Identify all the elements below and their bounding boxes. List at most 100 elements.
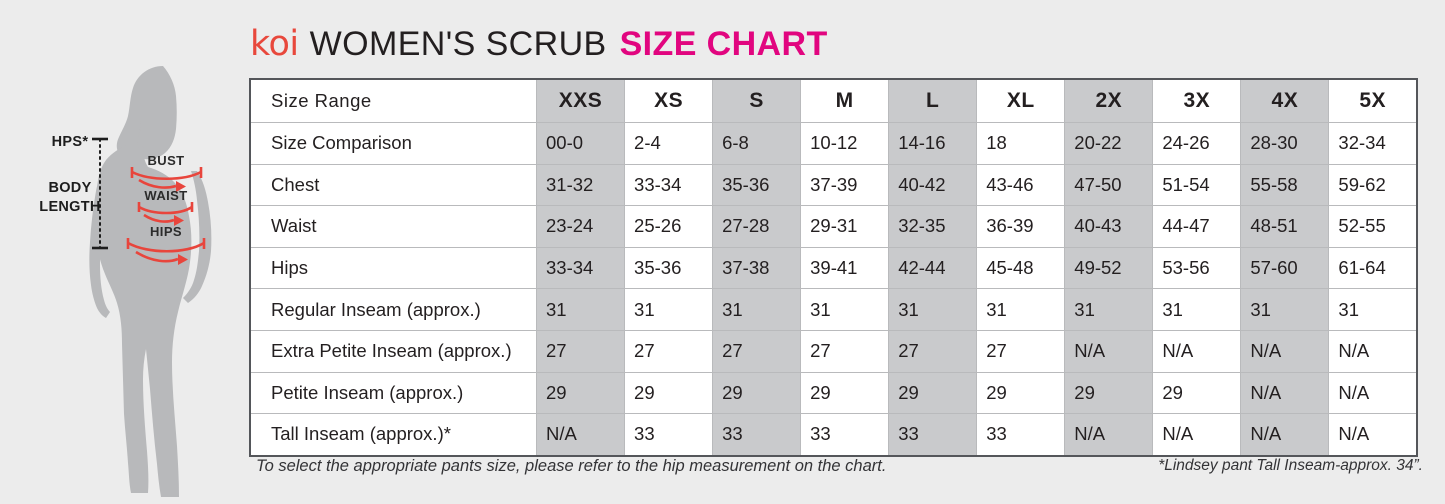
- title-accent-text: SIZE CHART: [619, 25, 828, 63]
- table-cell: 39-41: [800, 246, 890, 290]
- table-cell: 29: [624, 371, 714, 415]
- table-cell: N/A: [1240, 413, 1330, 457]
- table-cell: N/A: [1064, 413, 1154, 457]
- row-label: Regular Inseam (approx.): [249, 288, 537, 331]
- table-cell: N/A: [1152, 413, 1242, 457]
- brand-logo-text: koi: [250, 24, 299, 64]
- table-row: Chest 31-32 33-34 35-36 37-39 40-42 43-46 47-50…: [249, 163, 1418, 207]
- table-cell: 31: [1064, 288, 1154, 331]
- table-cell: 61-64: [1328, 246, 1418, 290]
- table-cell: 18: [976, 122, 1066, 165]
- row-label: Chest: [249, 163, 537, 207]
- table-cell: 33-34: [624, 163, 714, 207]
- table-cell: N/A: [1064, 329, 1154, 373]
- column-header-m: M: [800, 78, 890, 123]
- table-cell: 6-8: [712, 122, 802, 165]
- table-row: Regular Inseam (approx.) 31 31 31 31 31 31 31 31…: [249, 288, 1418, 331]
- table-cell: 31: [1240, 288, 1330, 331]
- table-cell: 40-42: [888, 163, 978, 207]
- table-cell: 33: [800, 413, 890, 457]
- table-cell: 27: [624, 329, 714, 373]
- table-cell: 29: [535, 371, 626, 415]
- table-cell: 36-39: [976, 205, 1066, 248]
- table-cell: N/A: [1328, 371, 1418, 415]
- table-cell: N/A: [1328, 329, 1418, 373]
- body-length-label-line2: LENGTH: [39, 199, 100, 215]
- table-cell: 23-24: [535, 205, 626, 248]
- female-silhouette-icon: [89, 66, 212, 497]
- table-cell: 33: [624, 413, 714, 457]
- row-label: Waist: [249, 205, 537, 248]
- column-header-xxs: XXS: [535, 78, 626, 123]
- hips-label: HIPS: [150, 224, 182, 239]
- row-label: Extra Petite Inseam (approx.): [249, 329, 537, 373]
- table-cell: 25-26: [624, 205, 714, 248]
- table-cell: 31: [1152, 288, 1242, 331]
- table-cell: 31: [888, 288, 978, 331]
- table-cell: 31: [800, 288, 890, 331]
- table-cell: 29: [800, 371, 890, 415]
- table-cell: N/A: [1240, 329, 1330, 373]
- table-cell: N/A: [1240, 371, 1330, 415]
- table-cell: 37-39: [800, 163, 890, 207]
- table-cell: 35-36: [624, 246, 714, 290]
- size-chart-table: Size Range XXS XS S M L XL 2X 3X 4X 5X Size Compa…: [249, 78, 1418, 457]
- table-row: Size Comparison 00-0 2-4 6-8 10-12 14-16 18 20-…: [249, 122, 1418, 165]
- hps-label: HPS*: [52, 134, 89, 150]
- table-cell: 24-26: [1152, 122, 1242, 165]
- table-cell: 27: [888, 329, 978, 373]
- waist-label: WAIST: [144, 188, 187, 203]
- table-cell: 27: [712, 329, 802, 373]
- table-cell: 27-28: [712, 205, 802, 248]
- column-header-size-range: Size Range: [249, 78, 537, 123]
- table-row: Tall Inseam (approx.)* N/A 33 33 33 33 33 N/A N/…: [249, 413, 1418, 457]
- table-cell: 49-52: [1064, 246, 1154, 290]
- table-cell: 27: [976, 329, 1066, 373]
- table-cell: 51-54: [1152, 163, 1242, 207]
- page-title: koi WOMEN'S SCRUB SIZE CHART: [250, 24, 828, 68]
- column-header-5x: 5X: [1328, 78, 1418, 123]
- column-header-xs: XS: [624, 78, 714, 123]
- table-cell: 53-56: [1152, 246, 1242, 290]
- row-label: Size Comparison: [249, 122, 537, 165]
- table-cell: 48-51: [1240, 205, 1330, 248]
- table-cell: 43-46: [976, 163, 1066, 207]
- table-cell: 20-22: [1064, 122, 1154, 165]
- table-cell: 29: [1152, 371, 1242, 415]
- hips-measure-arrow: [127, 241, 205, 253]
- table-cell: 55-58: [1240, 163, 1330, 207]
- table-cell: 31: [1328, 288, 1418, 331]
- table-cell: 00-0: [535, 122, 626, 165]
- body-length-label-line1: BODY: [48, 180, 91, 196]
- table-cell: 40-43: [1064, 205, 1154, 248]
- table-body: Size Comparison 00-0 2-4 6-8 10-12 14-16 18 20-…: [249, 122, 1418, 457]
- table-cell: 47-50: [1064, 163, 1154, 207]
- table-cell: 29: [976, 371, 1066, 415]
- table-cell: 27: [800, 329, 890, 373]
- table-cell: 31: [976, 288, 1066, 331]
- table-row: Petite Inseam (approx.) 29 29 29 29 29 29 29 29 N…: [249, 371, 1418, 415]
- column-header-3x: 3X: [1152, 78, 1242, 123]
- row-label: Petite Inseam (approx.): [249, 371, 537, 415]
- table-cell: 29: [712, 371, 802, 415]
- table-cell: 33: [888, 413, 978, 457]
- table-cell: 29: [1064, 371, 1154, 415]
- waist-arrowhead-icon: [174, 215, 184, 226]
- hips-measure-arrow-inner: [135, 250, 179, 263]
- table-row: Hips 33-34 35-36 37-38 39-41 42-44 45-48 49-52 5…: [249, 246, 1418, 290]
- table-cell: N/A: [535, 413, 626, 457]
- table-cell: 10-12: [800, 122, 890, 165]
- table-cell: 31: [624, 288, 714, 331]
- column-header-xl: XL: [976, 78, 1066, 123]
- table-cell: 42-44: [888, 246, 978, 290]
- column-header-2x: 2X: [1064, 78, 1154, 123]
- table-cell: N/A: [1328, 413, 1418, 457]
- table-cell: 32-35: [888, 205, 978, 248]
- table-cell: 33-34: [535, 246, 626, 290]
- table-cell: 28-30: [1240, 122, 1330, 165]
- table-cell: 37-38: [712, 246, 802, 290]
- table-cell: 29: [888, 371, 978, 415]
- table-cell: 57-60: [1240, 246, 1330, 290]
- footnote-pants-size: To select the appropriate pants size, pl…: [256, 457, 887, 475]
- row-label: Hips: [249, 246, 537, 290]
